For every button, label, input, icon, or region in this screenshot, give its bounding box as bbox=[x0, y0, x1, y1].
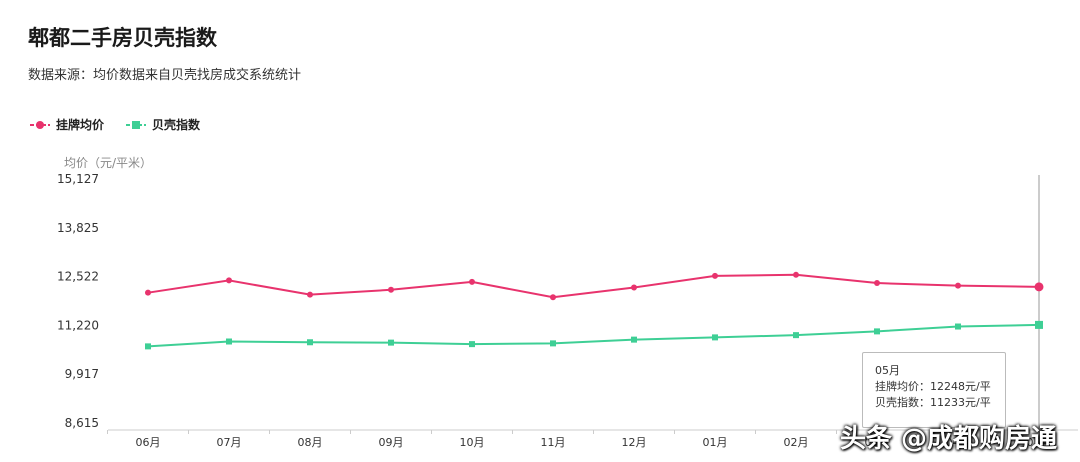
watermark: 头条 @成都购房通 bbox=[840, 424, 1058, 454]
chart-legend: 挂牌均价 贝壳指数 bbox=[30, 116, 200, 133]
x-tick-label: 08月 bbox=[298, 436, 323, 449]
data-point bbox=[712, 272, 718, 279]
data-point bbox=[1035, 320, 1043, 329]
chart-subtitle: 数据来源：均价数据来自贝壳找房成交系统统计 bbox=[28, 68, 302, 83]
x-tick-label: 02月 bbox=[784, 436, 809, 449]
data-point bbox=[226, 338, 232, 345]
x-tick-label: 12月 bbox=[622, 436, 647, 449]
data-point bbox=[955, 282, 961, 289]
data-point bbox=[874, 328, 880, 335]
data-point bbox=[145, 343, 151, 350]
x-tick-label: 03月 bbox=[865, 436, 890, 449]
data-point bbox=[874, 280, 880, 287]
data-point bbox=[307, 291, 313, 298]
x-tick-label: 04月 bbox=[946, 436, 971, 449]
chart-title: 郫都二手房贝壳指数 bbox=[28, 26, 217, 50]
tooltip-listing-price: 挂牌均价：12248元/平 bbox=[875, 380, 991, 393]
legend-label-beike-index: 贝壳指数 bbox=[152, 118, 201, 132]
data-point bbox=[469, 278, 475, 285]
series-line-1 bbox=[147, 323, 1040, 348]
x-tick-label: 10月 bbox=[460, 436, 485, 449]
data-point bbox=[307, 339, 313, 346]
data-point bbox=[550, 340, 556, 347]
x-tick-label: 06月 bbox=[136, 436, 161, 449]
legend-label-listing-price: 挂牌均价 bbox=[56, 118, 105, 132]
data-point bbox=[388, 339, 394, 346]
data-point bbox=[631, 284, 637, 291]
data-point bbox=[226, 277, 232, 284]
circle-marker-icon bbox=[30, 120, 50, 129]
data-point bbox=[388, 286, 394, 293]
x-tick-label: 01月 bbox=[703, 436, 728, 449]
data-point bbox=[955, 323, 961, 330]
data-point bbox=[712, 334, 718, 341]
legend-item-beike-index[interactable]: 贝壳指数 bbox=[126, 116, 200, 133]
data-point bbox=[793, 332, 799, 339]
x-tick-label: 11月 bbox=[541, 436, 566, 449]
y-axis-label: 均价（元/平米） bbox=[64, 156, 153, 170]
y-tick-label: 12,522 bbox=[57, 270, 99, 284]
y-tick-label: 13,825 bbox=[57, 221, 99, 235]
data-point bbox=[550, 294, 556, 301]
legend-item-listing-price[interactable]: 挂牌均价 bbox=[30, 116, 104, 133]
data-point bbox=[793, 271, 799, 278]
y-tick-label: 8,615 bbox=[65, 416, 99, 430]
data-point bbox=[631, 336, 637, 343]
y-tick-label: 11,220 bbox=[57, 318, 99, 332]
data-point bbox=[145, 289, 151, 296]
data-tooltip: 05月 挂牌均价：12248元/平 贝壳指数：11233元/平 bbox=[862, 352, 1006, 428]
y-tick-label: 15,127 bbox=[57, 172, 99, 186]
data-point bbox=[1034, 282, 1044, 292]
square-marker-icon bbox=[126, 120, 147, 129]
y-tick-label: 9,917 bbox=[65, 367, 99, 381]
tooltip-title: 05月 bbox=[875, 364, 900, 377]
data-point bbox=[469, 341, 475, 348]
tooltip-beike-index: 贝壳指数：11233元/平 bbox=[875, 396, 991, 409]
series-line-0 bbox=[147, 273, 1040, 299]
x-tick-label: 07月 bbox=[217, 436, 242, 449]
x-tick-label: 09月 bbox=[379, 436, 404, 449]
x-tick-label: 05月 bbox=[1027, 436, 1052, 449]
